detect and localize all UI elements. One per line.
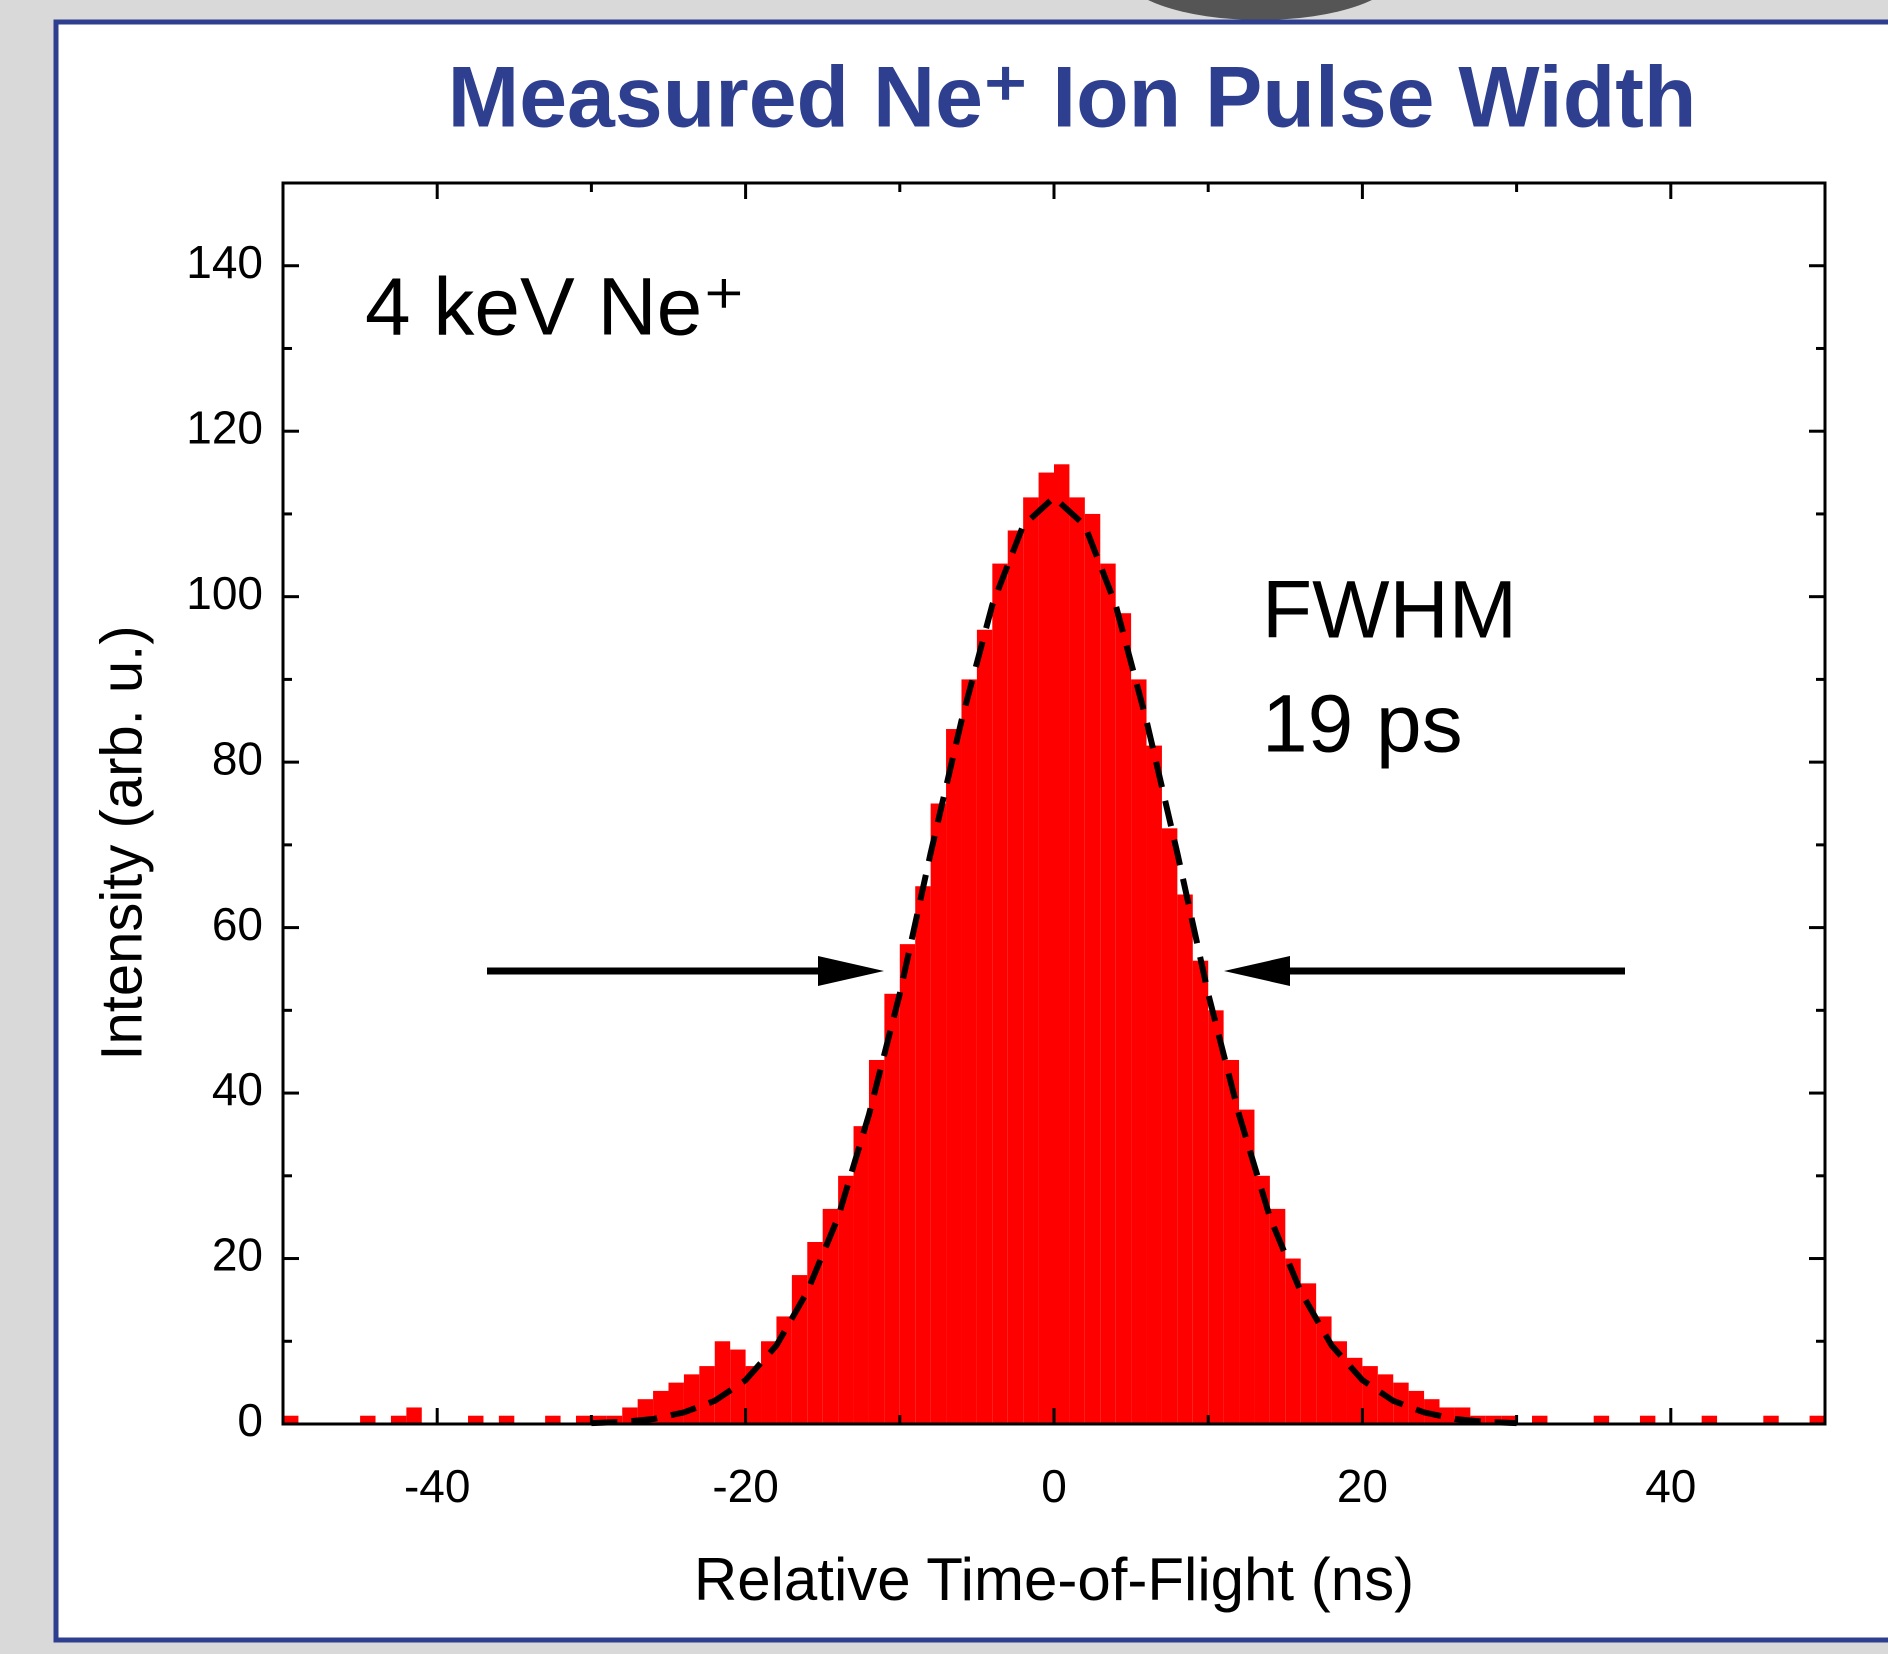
bar — [699, 1366, 715, 1424]
bar — [1763, 1415, 1779, 1424]
bar — [1161, 828, 1178, 1424]
y-tick-label: 20 — [212, 1229, 263, 1281]
bar — [838, 1175, 854, 1424]
bar — [545, 1415, 561, 1424]
bar — [1532, 1415, 1548, 1424]
bar — [992, 563, 1008, 1424]
fit-line — [591, 493, 1517, 1427]
bar — [807, 1241, 823, 1424]
annotation: 19 ps — [1262, 679, 1463, 770]
y-tick-label: 120 — [186, 401, 263, 453]
bar — [730, 1349, 746, 1424]
bar — [1485, 1415, 1502, 1424]
decoration — [1148, 0, 1372, 20]
bar — [1331, 1341, 1347, 1424]
bar — [406, 1407, 422, 1424]
bar — [976, 629, 993, 1424]
bar — [1023, 497, 1039, 1424]
bar — [1084, 513, 1101, 1424]
bar — [1069, 497, 1085, 1424]
bar — [1192, 960, 1209, 1424]
bar — [1269, 1208, 1286, 1424]
y-tick-label: 40 — [212, 1063, 263, 1115]
bar — [946, 729, 962, 1424]
fwhm-arrows — [487, 956, 1625, 986]
bar — [283, 1415, 299, 1424]
bar — [468, 1415, 484, 1424]
chart-title: Measured Ne⁺ Ion Pulse Width — [448, 50, 1697, 146]
bar — [961, 679, 977, 1424]
bar — [575, 1415, 592, 1424]
annotation: 4 keV Ne⁺ — [365, 262, 746, 353]
bar — [1316, 1316, 1332, 1424]
bar — [1054, 464, 1070, 1424]
bar — [653, 1390, 669, 1424]
bar — [915, 886, 931, 1424]
bar — [360, 1415, 376, 1424]
bar — [930, 803, 947, 1424]
bar — [1254, 1175, 1270, 1424]
bar — [1362, 1366, 1378, 1424]
x-tick-label: 0 — [1041, 1460, 1067, 1512]
bar — [1300, 1283, 1317, 1424]
bar — [1408, 1390, 1425, 1424]
bar — [1439, 1407, 1455, 1424]
bar — [668, 1382, 684, 1424]
bar — [1239, 1109, 1255, 1424]
bar — [1223, 1059, 1240, 1424]
arrow-head — [1224, 956, 1290, 986]
bar — [1177, 894, 1193, 1424]
y-tick-label: 100 — [186, 567, 263, 619]
x-tick-label: -20 — [712, 1460, 778, 1512]
bar — [1038, 472, 1054, 1425]
x-axis-label: Relative Time-of-Flight (ns) — [694, 1546, 1414, 1613]
bar — [1007, 530, 1024, 1424]
arrow-head — [818, 956, 884, 986]
bar — [761, 1341, 777, 1424]
y-tick-label: 80 — [212, 732, 263, 784]
bar — [390, 1415, 407, 1424]
y-tick-label: 0 — [237, 1394, 263, 1446]
bar — [498, 1415, 515, 1424]
plot-area — [283, 464, 1825, 1427]
x-tick-label: 40 — [1645, 1460, 1696, 1512]
bar — [1146, 745, 1162, 1424]
bar — [1701, 1415, 1718, 1424]
bar — [1115, 613, 1132, 1424]
bar — [1208, 1010, 1224, 1424]
bar — [1809, 1415, 1825, 1424]
bar — [745, 1366, 762, 1424]
y-tick-label: 140 — [186, 236, 263, 288]
bar — [853, 1126, 869, 1424]
bar — [1100, 563, 1116, 1424]
y-axis-label: Intensity (arb. u.) — [89, 625, 154, 1060]
bar — [822, 1208, 839, 1424]
bar — [683, 1374, 700, 1424]
x-tick-label: -40 — [404, 1460, 470, 1512]
x-tick-label: 20 — [1337, 1460, 1388, 1512]
bar — [1639, 1415, 1656, 1424]
bar — [1593, 1415, 1610, 1424]
annotation: FWHM — [1262, 565, 1517, 656]
bar — [1131, 679, 1147, 1424]
bar — [868, 1059, 885, 1424]
bar — [899, 944, 916, 1424]
bar — [714, 1341, 731, 1424]
y-tick-label: 60 — [212, 898, 263, 950]
bar — [884, 993, 900, 1424]
bar — [1285, 1258, 1301, 1424]
